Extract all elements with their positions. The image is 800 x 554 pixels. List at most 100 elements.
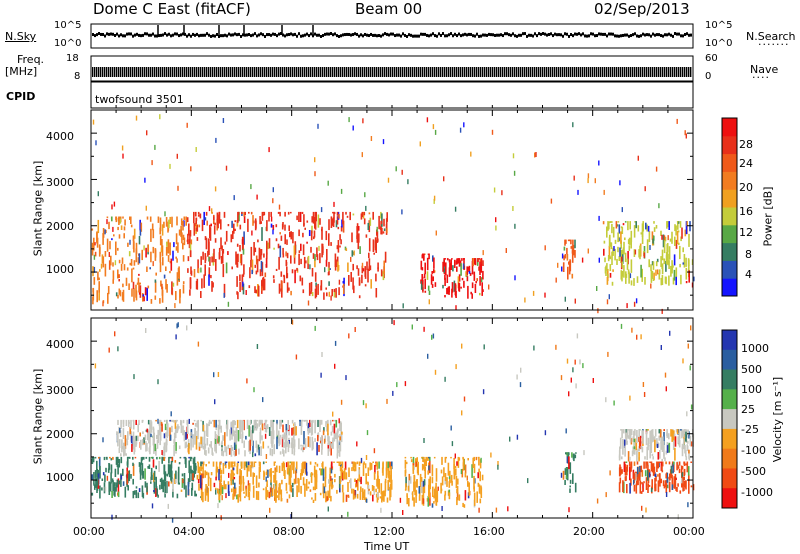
- power-pixel: [345, 248, 348, 251]
- velocity-pixel: [668, 461, 671, 465]
- velocity-pixel: [299, 419, 301, 426]
- nsky-sample: [228, 32, 230, 36]
- velocity-pixel: [91, 492, 94, 496]
- power-pixel: [213, 225, 216, 235]
- velocity-pixel: [150, 467, 153, 480]
- freq-sample: [670, 67, 672, 77]
- power-sparse-pixel: [495, 225, 497, 231]
- freq-sample: [308, 67, 310, 77]
- power-pixel: [343, 283, 345, 294]
- velocity-pixel: [134, 456, 137, 459]
- velocity-pixel: [656, 443, 659, 448]
- power-pixel: [236, 243, 239, 247]
- velocity-sparse-pixel: [681, 478, 683, 484]
- date-label: 02/Sep/2013: [594, 0, 690, 18]
- nsky-sample: [232, 33, 234, 37]
- power-pixel: [682, 247, 684, 253]
- nsky-sample: [114, 33, 116, 37]
- power-pixel: [161, 224, 164, 236]
- velocity-pixel: [236, 466, 238, 474]
- velocity-pixel: [318, 419, 321, 427]
- velocity-pixel: [371, 485, 374, 491]
- velocity-pixel: [658, 429, 661, 434]
- velocity-pixel: [107, 468, 110, 473]
- power-pixel: [118, 279, 120, 282]
- velocity-pixel: [321, 468, 323, 476]
- nsky-sample: [152, 32, 154, 36]
- power-pixel: [284, 211, 286, 217]
- power-pixel: [325, 259, 328, 267]
- velocity-pixel: [428, 478, 430, 488]
- freq-sample: [656, 67, 658, 77]
- power-pixel: [126, 267, 129, 271]
- power-cbar-tick-20: 20: [739, 181, 753, 194]
- velocity-pixel: [320, 419, 323, 425]
- power-pixel: [569, 239, 571, 242]
- velocity-pixel: [191, 488, 193, 496]
- nsky-sample: [178, 34, 180, 38]
- velocity-pixel: [343, 468, 346, 480]
- velocity-pixel: [352, 461, 355, 469]
- velocity-pixel: [190, 468, 192, 474]
- velocity-pixel: [685, 480, 687, 490]
- velocity-pixel: [654, 436, 656, 440]
- nsky-sample: [382, 33, 384, 37]
- power-pixel: [326, 249, 328, 261]
- velocity-pixel: [146, 428, 149, 433]
- nsky-sample: [172, 33, 174, 37]
- nsky-sample: [354, 32, 356, 36]
- power-pixel: [458, 282, 460, 291]
- power-pixel: [348, 275, 350, 286]
- velocity-sparse-pixel: [157, 418, 159, 424]
- velocity-pixel: [425, 456, 427, 467]
- nsky-sample: [312, 34, 314, 38]
- velocity-pixel: [200, 461, 202, 467]
- velocity-pixel: [642, 429, 644, 431]
- power-pixel: [374, 237, 377, 248]
- velocity-sparse-pixel: [687, 502, 689, 508]
- power-sparse-pixel: [676, 118, 678, 124]
- velocity-pixel: [565, 452, 567, 454]
- power-pixel: [444, 295, 446, 298]
- power-sparse-pixel: [256, 194, 258, 200]
- freq-sample: [544, 67, 546, 77]
- velocity-y-tick-3000: 3000: [46, 384, 74, 397]
- velocity-sparse-pixel: [689, 365, 691, 371]
- velocity-pixel: [638, 452, 640, 462]
- power-pixel: [639, 245, 641, 260]
- power-pixel: [117, 269, 119, 279]
- cpid-value: twofsound 3501: [95, 93, 184, 106]
- velocity-sparse-pixel: [665, 386, 667, 392]
- velocity-pixel: [132, 478, 134, 485]
- velocity-pixel: [630, 461, 633, 469]
- velocity-pixel: [411, 491, 414, 501]
- freq-sample: [328, 67, 330, 77]
- power-pixel: [176, 216, 178, 226]
- nsky-sample: [436, 34, 438, 38]
- power-pixel: [685, 267, 688, 280]
- nsky-sample: [384, 32, 386, 36]
- velocity-pixel: [413, 475, 416, 482]
- velocity-pixel: [276, 436, 278, 450]
- velocity-pixel: [307, 428, 310, 435]
- power-pixel: [648, 231, 651, 243]
- nsky-sample: [352, 33, 354, 37]
- velocity-pixel: [270, 472, 272, 483]
- velocity-sparse-pixel: [167, 503, 169, 509]
- velocity-pixel: [331, 443, 333, 449]
- nsky-sample: [466, 33, 468, 37]
- nsky-sample: [530, 33, 532, 37]
- velocity-pixel: [633, 442, 636, 447]
- velocity-pixel: [574, 482, 577, 493]
- power-pixel: [268, 211, 270, 222]
- nsky-sample: [502, 34, 504, 38]
- velocity-pixel: [194, 427, 196, 438]
- power-pixel: [679, 245, 681, 260]
- power-pixel: [572, 239, 574, 246]
- power-pixel: [167, 239, 170, 253]
- velocity-pixel: [192, 473, 194, 480]
- velocity-pixel: [302, 466, 305, 474]
- power-pixel: [352, 263, 354, 271]
- velocity-pixel: [150, 456, 153, 459]
- velocity-pixel: [473, 475, 475, 490]
